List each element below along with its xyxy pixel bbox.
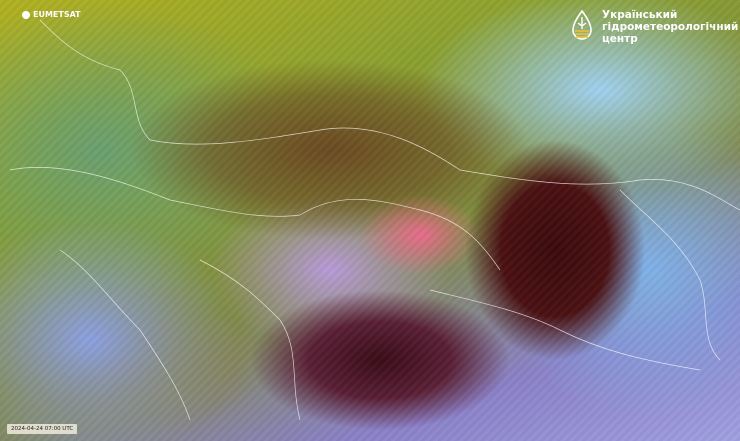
uhmc-emblem-icon	[572, 9, 592, 40]
uhmc-name-line-3: центр	[602, 33, 638, 45]
uhmc-name-line-2: гідрометеорологічний	[602, 21, 739, 33]
eumetsat-logo: EUMETSAT	[22, 10, 81, 19]
timestamp-label: 2024-04-24 07:00 UTC	[7, 424, 78, 434]
uhmc-logo: Український гідрометеорологічний центр	[570, 9, 738, 45]
eumetsat-logo-icon	[22, 10, 30, 19]
uhmc-name-line-1: Український	[602, 9, 678, 21]
eumetsat-logo-text: EUMETSAT	[33, 10, 81, 19]
